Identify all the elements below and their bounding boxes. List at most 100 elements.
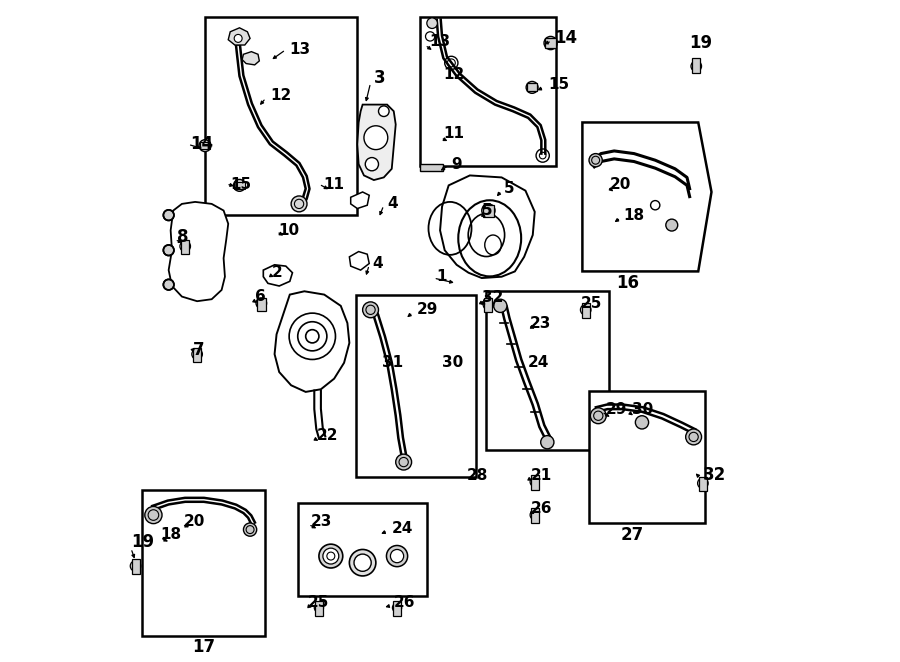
- Bar: [131, 559, 140, 574]
- Bar: [589, 391, 705, 523]
- Bar: [581, 303, 590, 318]
- Bar: [200, 142, 211, 149]
- Text: 11: 11: [323, 177, 344, 191]
- Text: 5: 5: [504, 181, 515, 196]
- Circle shape: [530, 477, 539, 487]
- Text: 17: 17: [193, 638, 215, 657]
- Bar: [526, 83, 537, 91]
- Circle shape: [482, 204, 495, 217]
- Circle shape: [635, 416, 649, 429]
- Bar: [420, 164, 444, 171]
- Circle shape: [530, 510, 539, 520]
- Bar: [181, 240, 189, 254]
- Circle shape: [589, 154, 602, 167]
- Bar: [256, 298, 266, 311]
- Text: 4: 4: [387, 197, 398, 211]
- Circle shape: [164, 245, 174, 256]
- Text: 29: 29: [417, 303, 438, 317]
- Circle shape: [386, 545, 408, 567]
- Circle shape: [349, 549, 376, 576]
- Circle shape: [231, 32, 245, 45]
- Text: 27: 27: [620, 526, 643, 544]
- Circle shape: [691, 61, 702, 71]
- Polygon shape: [242, 52, 259, 65]
- Circle shape: [199, 140, 211, 152]
- Bar: [420, 17, 556, 166]
- Bar: [315, 601, 323, 616]
- Circle shape: [379, 106, 389, 117]
- Circle shape: [145, 506, 162, 524]
- Text: 28: 28: [466, 468, 488, 483]
- Text: 7: 7: [194, 340, 205, 359]
- Text: 19: 19: [689, 34, 713, 52]
- Text: 16: 16: [616, 274, 639, 293]
- Polygon shape: [582, 122, 712, 271]
- Text: 26: 26: [531, 501, 553, 516]
- Polygon shape: [349, 252, 369, 270]
- Bar: [356, 295, 476, 477]
- Text: 24: 24: [392, 521, 413, 536]
- Text: 19: 19: [130, 532, 154, 551]
- Text: 31: 31: [382, 355, 403, 370]
- Circle shape: [544, 36, 557, 50]
- Text: 32: 32: [482, 291, 503, 305]
- Circle shape: [164, 210, 174, 220]
- Circle shape: [323, 548, 338, 564]
- Circle shape: [494, 299, 507, 312]
- Polygon shape: [229, 28, 250, 45]
- Bar: [205, 17, 357, 215]
- Text: 13: 13: [428, 34, 450, 48]
- Text: 14: 14: [191, 135, 213, 154]
- Text: 2: 2: [271, 265, 282, 280]
- Bar: [298, 503, 427, 596]
- Text: 12: 12: [444, 67, 464, 81]
- Polygon shape: [168, 202, 229, 301]
- Text: 30: 30: [442, 355, 464, 370]
- Text: 23: 23: [529, 316, 551, 330]
- Bar: [531, 475, 539, 490]
- Circle shape: [580, 305, 591, 315]
- Circle shape: [590, 408, 607, 424]
- Text: 18: 18: [160, 528, 181, 542]
- Text: 14: 14: [554, 29, 578, 48]
- Text: 5: 5: [482, 203, 492, 218]
- Text: 4: 4: [372, 256, 382, 271]
- Text: 20: 20: [610, 177, 632, 191]
- Text: 21: 21: [531, 468, 552, 483]
- Text: 26: 26: [393, 595, 415, 610]
- Polygon shape: [264, 265, 292, 286]
- Circle shape: [192, 349, 202, 359]
- Text: 29: 29: [606, 402, 627, 416]
- Bar: [142, 490, 265, 636]
- Text: 15: 15: [548, 77, 569, 92]
- Bar: [234, 182, 245, 189]
- Circle shape: [164, 279, 174, 290]
- Circle shape: [686, 429, 702, 445]
- Circle shape: [180, 241, 191, 252]
- Text: 24: 24: [528, 355, 550, 370]
- Circle shape: [526, 81, 538, 93]
- Text: 3: 3: [374, 69, 385, 87]
- Text: 13: 13: [290, 42, 310, 57]
- Bar: [545, 38, 556, 48]
- Circle shape: [396, 454, 411, 470]
- Circle shape: [234, 34, 242, 42]
- Text: 15: 15: [230, 177, 251, 191]
- Polygon shape: [274, 291, 349, 392]
- Circle shape: [314, 603, 324, 612]
- Polygon shape: [440, 175, 535, 278]
- Circle shape: [130, 561, 140, 571]
- Text: 22: 22: [316, 428, 338, 443]
- Text: 9: 9: [451, 157, 462, 171]
- Text: 18: 18: [624, 208, 644, 222]
- Circle shape: [364, 126, 388, 150]
- Text: 23: 23: [311, 514, 332, 529]
- Bar: [194, 348, 201, 362]
- Circle shape: [244, 523, 256, 536]
- Text: 20: 20: [184, 514, 205, 529]
- Bar: [484, 298, 492, 312]
- Text: 25: 25: [581, 296, 602, 310]
- Bar: [692, 58, 700, 73]
- Circle shape: [391, 549, 404, 563]
- Bar: [483, 205, 494, 217]
